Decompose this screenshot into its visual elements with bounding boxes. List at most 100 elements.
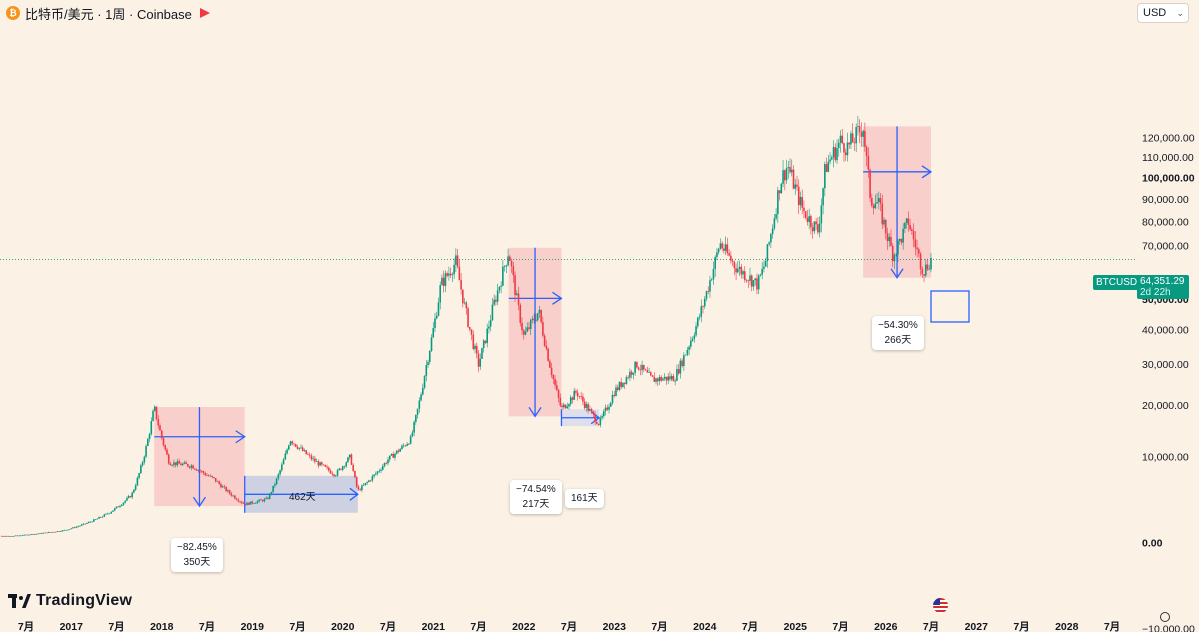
bitcoin-icon: ₿ xyxy=(6,6,20,20)
candle xyxy=(122,502,125,505)
candle xyxy=(550,367,553,376)
settings-icon[interactable] xyxy=(1160,612,1170,622)
candle xyxy=(72,527,74,529)
candle xyxy=(173,462,175,466)
candle xyxy=(213,477,215,478)
candle xyxy=(554,379,556,386)
candle xyxy=(354,470,356,478)
candle xyxy=(237,499,240,502)
candle xyxy=(557,389,560,398)
candle xyxy=(752,280,755,287)
candle xyxy=(914,239,917,248)
candle xyxy=(100,517,102,518)
candle xyxy=(115,506,118,509)
candle xyxy=(91,521,93,523)
candle xyxy=(194,468,196,470)
y-tick-label: 90,000.00 xyxy=(1142,194,1189,206)
x-tick-label: 2024 xyxy=(693,621,717,632)
candle xyxy=(832,147,835,158)
x-tick-label: 7月 xyxy=(923,621,939,632)
candle xyxy=(44,532,46,534)
candle xyxy=(811,227,814,232)
price-tag-value: 64,351.29 xyxy=(1140,276,1185,287)
candle xyxy=(742,271,744,275)
candle xyxy=(435,315,438,319)
candle xyxy=(425,365,428,377)
us-flag-icon[interactable] xyxy=(933,598,948,613)
candle xyxy=(80,524,83,526)
candle xyxy=(200,471,203,472)
candle xyxy=(458,266,461,281)
candle xyxy=(150,421,153,434)
candle xyxy=(434,318,436,329)
tradingview-logo[interactable]: TradingView xyxy=(8,592,132,610)
candle xyxy=(474,345,476,350)
candle xyxy=(777,190,779,215)
candle xyxy=(11,536,13,537)
candle xyxy=(350,454,353,465)
candle xyxy=(328,467,330,471)
currency-selector[interactable]: USD ⌄ xyxy=(1137,3,1189,23)
x-tick-label: 7月 xyxy=(18,621,34,632)
candle xyxy=(517,293,520,305)
candle xyxy=(679,360,682,374)
candle xyxy=(698,316,701,318)
candle xyxy=(672,375,675,382)
candle xyxy=(857,126,859,128)
candle xyxy=(604,407,607,412)
y-tick-label: 80,000.00 xyxy=(1142,216,1189,228)
candle xyxy=(401,445,403,450)
candle xyxy=(87,522,90,524)
candle xyxy=(33,534,36,535)
candle xyxy=(251,501,254,504)
candle xyxy=(900,239,903,243)
candle xyxy=(561,405,563,408)
candle xyxy=(803,207,805,212)
candle xyxy=(782,170,784,184)
candle xyxy=(136,477,139,486)
drawdown-days: 350天 xyxy=(183,557,211,568)
symbol-title[interactable]: 比特币/美元 · 1周 · Coinbase xyxy=(25,6,192,22)
candle xyxy=(778,190,781,194)
candle xyxy=(599,417,602,425)
candle xyxy=(918,249,920,254)
x-tick-label: 7月 xyxy=(289,621,305,632)
candle xyxy=(529,319,532,329)
candle xyxy=(662,378,664,381)
x-tick-label: 7月 xyxy=(1013,621,1029,632)
candle xyxy=(49,532,52,533)
candle xyxy=(234,495,236,499)
candle xyxy=(427,362,429,366)
candle xyxy=(338,468,341,471)
candle xyxy=(644,369,647,371)
candle xyxy=(907,218,910,225)
candle xyxy=(601,416,603,418)
candle xyxy=(79,525,81,527)
tradingview-icon xyxy=(8,594,32,608)
candle xyxy=(274,484,276,486)
candle xyxy=(282,459,285,465)
candle xyxy=(312,458,314,460)
candle xyxy=(188,466,191,468)
candle xyxy=(498,286,501,291)
candle xyxy=(559,397,562,406)
candle xyxy=(481,348,483,359)
candle xyxy=(93,519,95,522)
candle xyxy=(169,463,172,466)
candle xyxy=(221,486,224,488)
flag-icon[interactable] xyxy=(199,8,210,18)
x-tick-label: 2020 xyxy=(331,621,355,632)
candle xyxy=(369,480,372,482)
candle xyxy=(60,531,62,532)
x-tick-label: 2018 xyxy=(150,621,174,632)
drawdown-arrow-head xyxy=(528,406,542,418)
candle xyxy=(552,375,555,380)
candle xyxy=(688,346,690,350)
candle xyxy=(801,196,804,208)
x-tick-label: 2026 xyxy=(874,621,898,632)
candle xyxy=(444,273,447,286)
candle xyxy=(159,425,161,431)
candle xyxy=(185,462,187,465)
candle xyxy=(608,406,610,410)
